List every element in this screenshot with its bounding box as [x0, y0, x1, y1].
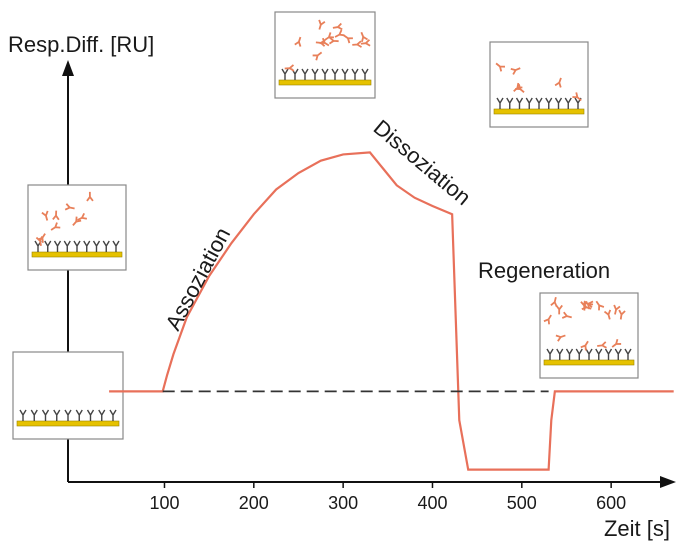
- analyte: [613, 304, 621, 315]
- analyte: [343, 34, 353, 44]
- ligand: [44, 240, 52, 252]
- analyte: [334, 29, 345, 38]
- x-tick-label: 500: [507, 493, 537, 513]
- ligand: [595, 348, 603, 360]
- analyte: [510, 67, 521, 75]
- ligand: [19, 409, 27, 421]
- analyte: [611, 338, 622, 348]
- ligand: [525, 97, 533, 109]
- analyte: [72, 216, 82, 226]
- sensor-surface: [278, 79, 372, 86]
- analyte: [543, 314, 552, 325]
- x-tick-label: 100: [149, 493, 179, 513]
- analyte: [572, 92, 582, 102]
- analyte: [284, 64, 295, 72]
- ligand: [73, 240, 81, 252]
- ligand: [98, 409, 106, 421]
- ligand: [604, 348, 613, 360]
- ligand: [53, 409, 61, 421]
- ligand: [545, 97, 553, 109]
- analyte: [35, 236, 44, 246]
- analyte: [86, 191, 94, 202]
- analyte: [52, 210, 60, 221]
- analyte: [315, 39, 326, 47]
- insets: [12, 11, 639, 440]
- ligand: [109, 409, 117, 421]
- ligand: [535, 97, 543, 109]
- ligand: [351, 68, 359, 80]
- ligand: [496, 97, 504, 109]
- ligand: [556, 348, 564, 360]
- analyte: [554, 77, 562, 88]
- ligand: [624, 348, 632, 360]
- x-axis-label: Zeit [s]: [604, 516, 670, 541]
- ligand: [92, 240, 101, 252]
- analyte: [77, 212, 88, 221]
- analyte: [332, 22, 343, 31]
- ligand: [281, 68, 289, 80]
- ligand: [41, 409, 50, 421]
- sensor-surface: [16, 420, 120, 427]
- ligand: [112, 240, 120, 252]
- analyte: [360, 31, 368, 42]
- analyte: [352, 40, 362, 48]
- analyte: [294, 36, 302, 47]
- annotation: Assoziation: [160, 223, 235, 334]
- ligand: [361, 68, 369, 80]
- ligand: [614, 348, 622, 360]
- analyte: [595, 300, 605, 311]
- ligand: [301, 68, 309, 80]
- ligand: [341, 68, 349, 80]
- sensor-surface: [31, 251, 123, 258]
- ligand: [575, 348, 583, 360]
- x-tick-label: 600: [596, 493, 626, 513]
- analyte: [555, 304, 563, 315]
- ligand: [565, 348, 574, 360]
- analyte: [561, 311, 572, 319]
- sensor-surface: [493, 108, 585, 115]
- y-axis-label: Resp.Diff. [RU]: [8, 32, 154, 57]
- annotation: Regeneration: [478, 258, 610, 283]
- analyte: [618, 309, 626, 320]
- analyte: [580, 340, 589, 351]
- analyte: [495, 62, 506, 72]
- ligand: [83, 240, 91, 252]
- ligand: [102, 240, 110, 252]
- ligand: [506, 97, 514, 109]
- annotation: Dissoziation: [369, 115, 476, 210]
- analyte: [555, 334, 566, 342]
- analyte: [64, 203, 75, 211]
- analyte: [597, 341, 607, 349]
- ligand: [30, 409, 38, 421]
- analyte: [603, 309, 612, 320]
- ligand: [63, 240, 71, 252]
- analyte: [324, 32, 334, 41]
- analyte: [312, 51, 323, 61]
- ligand: [75, 409, 83, 421]
- ligand: [321, 68, 329, 80]
- x-tick-label: 200: [239, 493, 269, 513]
- analyte: [328, 36, 339, 45]
- ligand: [546, 348, 554, 360]
- analyte: [515, 84, 525, 93]
- analyte: [41, 210, 49, 221]
- ligand: [86, 409, 95, 421]
- sensorgram: [109, 151, 674, 471]
- analyte: [360, 39, 371, 47]
- ligand: [64, 409, 72, 421]
- analyte: [583, 300, 594, 310]
- ligand: [331, 68, 339, 80]
- ligand: [515, 97, 524, 109]
- ligand: [554, 97, 563, 109]
- ligand: [564, 97, 572, 109]
- sensor-surface: [543, 359, 635, 366]
- x-tick-label: 400: [417, 493, 447, 513]
- analyte: [50, 222, 61, 231]
- analyte: [318, 19, 326, 30]
- ligand: [53, 240, 62, 252]
- ligand: [311, 68, 319, 80]
- x-tick-label: 300: [328, 493, 358, 513]
